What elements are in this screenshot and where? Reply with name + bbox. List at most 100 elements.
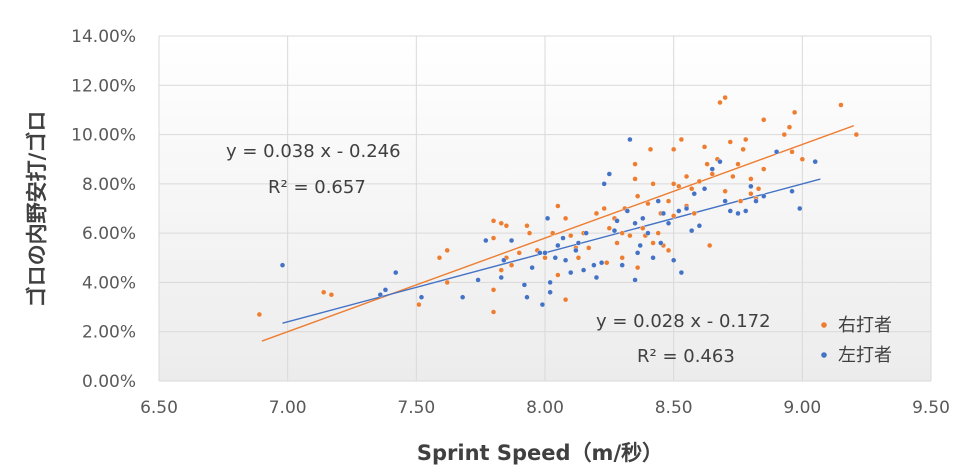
x-tick-label: 8.00 <box>526 398 564 418</box>
point-left <box>537 250 543 256</box>
point-left <box>688 227 695 234</box>
orange-equation-label: y = 0.038 x - 0.246 <box>226 141 401 162</box>
point-left <box>483 237 489 244</box>
x-tick-label: 7.50 <box>397 398 435 418</box>
point-right <box>748 191 754 197</box>
point-left <box>696 223 703 229</box>
point-left <box>660 210 667 217</box>
point-right <box>627 232 633 239</box>
point-right <box>503 223 510 229</box>
point-right <box>444 247 450 254</box>
point-right <box>743 136 749 143</box>
point-left <box>670 257 677 263</box>
point-right <box>550 230 556 236</box>
point-left <box>761 193 767 199</box>
point-left <box>619 262 625 268</box>
point-right <box>655 230 661 236</box>
point-right <box>688 186 695 192</box>
x-tick-label: 9.50 <box>912 398 950 418</box>
point-right <box>691 210 697 217</box>
point-left <box>634 250 641 256</box>
y-tick-label: 14.00% <box>71 27 136 47</box>
point-left <box>547 279 553 286</box>
point-right <box>647 146 654 153</box>
point-left <box>640 215 646 222</box>
point-right <box>789 149 795 155</box>
point-left <box>544 215 551 222</box>
tick-labels: 6.50 7.00 7.50 8.00 8.50 9.00 9.50 0.00% 2.00% 4.… <box>71 27 950 418</box>
point-left <box>614 218 620 224</box>
point-right <box>555 203 561 209</box>
point-right <box>604 260 610 266</box>
legend-marker-left <box>821 352 827 358</box>
point-right <box>701 144 708 150</box>
legend-label-right: 右打者 <box>838 315 892 336</box>
point-left <box>539 301 546 308</box>
point-right <box>696 178 703 185</box>
point-left <box>583 230 589 236</box>
point-left <box>568 269 574 276</box>
point-left <box>475 277 481 283</box>
point-left <box>773 149 780 155</box>
point-right <box>498 267 504 273</box>
x-tick-label: 9.00 <box>783 398 821 418</box>
point-right <box>670 146 677 153</box>
point-right <box>781 131 788 138</box>
point-left <box>418 294 425 300</box>
point-right <box>761 117 767 123</box>
point-right <box>508 262 515 268</box>
point-right <box>755 186 762 192</box>
point-left <box>812 158 818 165</box>
point-right <box>706 242 713 249</box>
point-left <box>521 282 528 288</box>
point-right <box>562 296 569 303</box>
point-right <box>838 102 844 108</box>
point-right <box>490 309 497 315</box>
point-left <box>748 183 754 190</box>
point-left <box>524 294 530 300</box>
point-left <box>552 255 558 261</box>
point-left <box>382 287 389 293</box>
point-left <box>650 255 656 261</box>
point-right <box>516 250 522 256</box>
point-left <box>573 247 579 254</box>
point-right <box>676 183 682 190</box>
blue-r2-label: R² = 0.463 <box>637 346 735 367</box>
point-right <box>640 225 646 231</box>
blue-equation-label: y = 0.028 x - 0.172 <box>596 311 771 332</box>
point-left <box>542 250 548 256</box>
point-right <box>670 213 677 219</box>
point-right <box>761 166 767 172</box>
point-left <box>547 289 553 295</box>
point-left <box>665 220 672 226</box>
point-left <box>727 208 733 214</box>
point-right <box>665 247 672 254</box>
point-left <box>627 136 633 143</box>
point-left <box>560 235 566 241</box>
y-tick-label: 4.00% <box>82 273 136 293</box>
point-right <box>575 255 582 261</box>
point-right <box>490 218 497 224</box>
point-right <box>634 193 641 199</box>
point-right <box>709 171 715 177</box>
point-right <box>645 200 651 207</box>
point-right <box>256 311 263 318</box>
point-right <box>526 230 533 236</box>
point-left <box>722 198 728 204</box>
point-left <box>601 181 607 187</box>
point-right <box>727 139 733 145</box>
point-right <box>436 255 443 261</box>
trendlines <box>261 125 855 342</box>
point-left <box>580 267 587 273</box>
point-right <box>606 225 613 231</box>
point-right <box>498 220 504 226</box>
point-right <box>650 181 656 187</box>
point-left <box>508 237 515 244</box>
point-right <box>490 287 497 293</box>
trendline-1 <box>282 178 821 324</box>
legend: 右打者 左打者 <box>821 315 892 366</box>
y-axis-title: ゴロの内野安打/ゴロ <box>25 111 49 308</box>
point-right <box>683 173 690 180</box>
point-left <box>683 205 690 212</box>
